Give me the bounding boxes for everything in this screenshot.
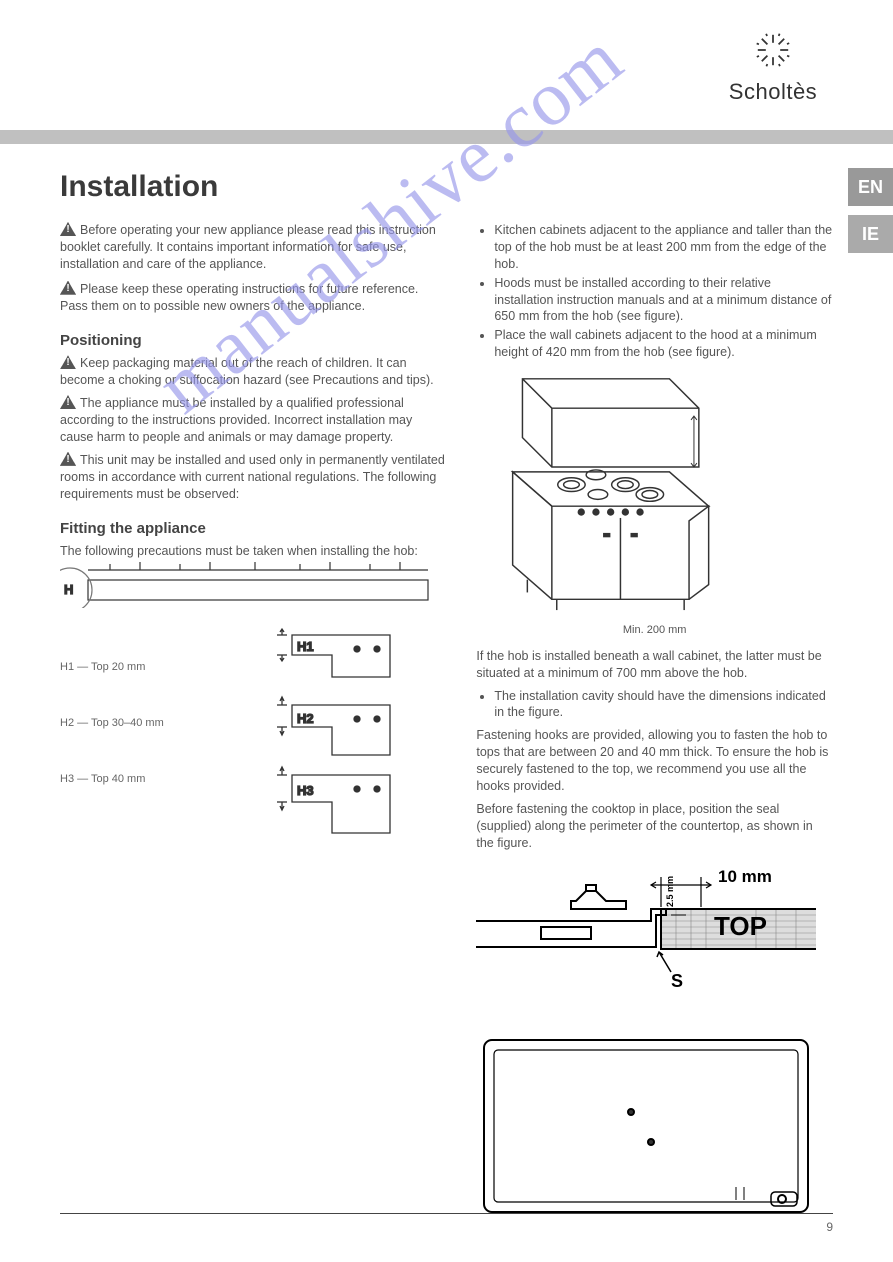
section-positioning: Positioning: [60, 332, 446, 349]
fitting-intro: The following precautions must be taken …: [60, 543, 446, 560]
warning-icon: !: [60, 355, 76, 369]
cabinet-bullet: Kitchen cabinets adjacent to the applian…: [494, 222, 833, 273]
before-text: Before fastening the cooktop in place, p…: [476, 801, 833, 852]
hob-profile-figure: H: [60, 560, 440, 608]
positioning-p1: !Keep packaging material out of the reac…: [60, 355, 446, 389]
page-number: 9: [826, 1220, 833, 1234]
hood-bullet: Hoods must be installed according to the…: [494, 275, 833, 326]
svg-text:H1: H1: [297, 639, 314, 654]
seal-plan-figure: [476, 1032, 816, 1220]
page-title: Installation: [60, 170, 833, 204]
warning-icon: !: [60, 395, 76, 409]
bracket-figure: H1 — Top 20 mm H2 — Top 30–40 mm H3 — To…: [60, 627, 446, 837]
lang-tab-ie: IE: [848, 215, 893, 253]
fastening-text: Fastening hooks are provided, allowing y…: [476, 727, 833, 795]
positioning-p3: !This unit may be installed and used onl…: [60, 452, 446, 503]
bracket-label-2: H2 — Top 30–40 mm: [60, 717, 190, 729]
logo-icon: [753, 30, 793, 70]
flush-figure: 10 mm 2.5 mm TOP S: [476, 867, 816, 1007]
svg-text:TOP: TOP: [714, 911, 767, 941]
warning-icon: !: [60, 452, 76, 466]
cabinet-dim-label: Min. 200 mm: [476, 623, 833, 638]
svg-text:H2: H2: [297, 711, 314, 726]
page-footer: 9: [60, 1213, 833, 1234]
gap-label: 10 mm: [718, 867, 772, 886]
svg-text:H3: H3: [297, 783, 314, 798]
bracket-label-1: H1 — Top 20 mm: [60, 661, 190, 673]
section-fitting: Fitting the appliance: [60, 520, 446, 537]
header-divider: [0, 130, 893, 144]
bracket-label-3: H3 — Top 40 mm: [60, 773, 190, 785]
brand-logo: Scholtès: [718, 30, 828, 105]
wall-bullet: Place the wall cabinets adjacent to the …: [494, 327, 833, 361]
cabinet-figure: [476, 369, 711, 614]
svg-text:H: H: [64, 582, 73, 597]
lang-tab-en: EN: [848, 168, 893, 206]
warning-icon: !: [60, 281, 76, 295]
intro-warning: !Before operating your new appliance ple…: [60, 222, 446, 273]
flammable-text: If the hob is installed beneath a wall c…: [476, 648, 833, 682]
intro-note: !Please keep these operating instruction…: [60, 281, 446, 315]
positioning-p2: !The appliance must be installed by a qu…: [60, 395, 446, 446]
svg-text:2.5 mm: 2.5 mm: [665, 876, 675, 907]
svg-text:S: S: [671, 971, 683, 991]
worktop-bullet: The installation cavity should have the …: [494, 688, 833, 722]
warning-icon: !: [60, 222, 76, 236]
brand-name: Scholtès: [718, 79, 828, 105]
